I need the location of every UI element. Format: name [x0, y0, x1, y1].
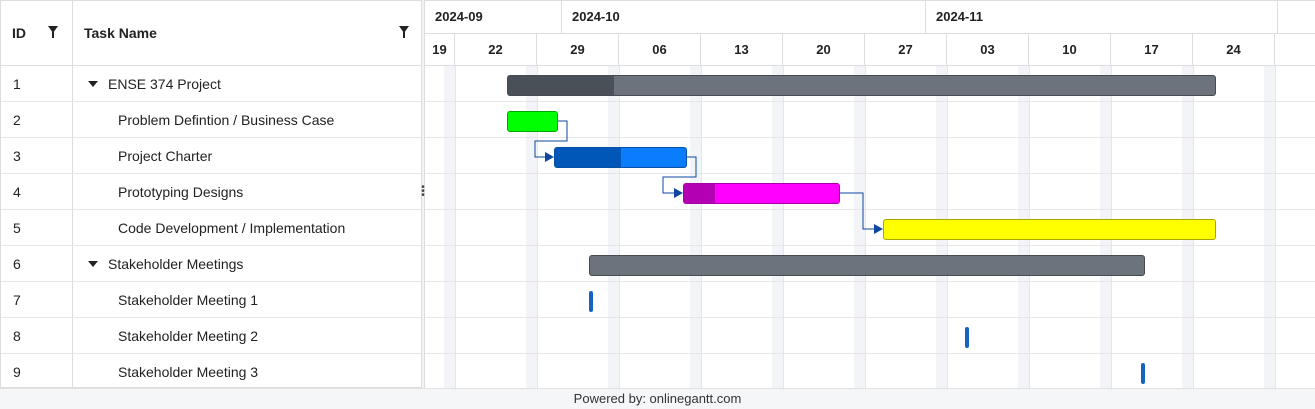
- collapse-caret-icon[interactable]: [88, 261, 98, 267]
- task-bar-code-development[interactable]: [883, 219, 1216, 240]
- table-row[interactable]: 5 Code Development / Implementation: [1, 210, 423, 246]
- row-id: 2: [13, 112, 21, 128]
- table-row[interactable]: 6 Stakeholder Meetings: [1, 246, 423, 282]
- drag-handle-icon[interactable]: • • •: [421, 182, 425, 201]
- collapse-caret-icon[interactable]: [88, 81, 98, 87]
- table-row[interactable]: 2 Problem Defintion / Business Case: [1, 102, 423, 138]
- day-header: 03: [947, 33, 1029, 66]
- row-id: 6: [13, 256, 21, 272]
- day-header: 27: [865, 33, 947, 66]
- column-header-task-name[interactable]: Task Name: [84, 25, 157, 41]
- dependency-line: [662, 156, 697, 194]
- task-bar-prototyping-designs[interactable]: [683, 183, 840, 204]
- table-row[interactable]: 4 Prototyping Designs: [1, 174, 423, 210]
- day-header: 13: [701, 33, 783, 66]
- weekend-shade: [690, 66, 702, 388]
- column-divider: [72, 1, 73, 389]
- task-bar-stakeholder-meetings[interactable]: [589, 255, 1145, 276]
- footer: Powered by: onlinegantt.com: [0, 388, 1315, 409]
- month-header: 2024-10: [562, 1, 926, 33]
- day-header: 29: [537, 33, 619, 66]
- header-divider: [425, 65, 1315, 66]
- panel-splitter[interactable]: [421, 0, 425, 388]
- weekend-shade: [772, 66, 784, 388]
- milestone-stakeholder-meeting-3[interactable]: [1141, 363, 1145, 384]
- row-id: 8: [13, 328, 21, 344]
- milestone-stakeholder-meeting-2[interactable]: [965, 327, 969, 348]
- row-line: [425, 317, 1315, 318]
- row-task-name: Stakeholder Meeting 1: [118, 292, 259, 308]
- day-header: 24: [1193, 33, 1275, 66]
- month-header: 2024-11: [926, 1, 1278, 33]
- column-header-id[interactable]: ID: [12, 25, 26, 41]
- arrowhead-icon: [674, 188, 683, 198]
- weekend-shade: [854, 66, 866, 388]
- milestone-stakeholder-meeting-1[interactable]: [589, 291, 593, 312]
- header-divider: [425, 33, 1315, 34]
- task-bar-ense-374-project[interactable]: [507, 75, 1216, 96]
- row-id: 5: [13, 220, 21, 236]
- arrowhead-icon: [874, 224, 883, 234]
- row-task-name: Stakeholder Meetings: [108, 256, 244, 272]
- month-header: 2024-09: [425, 1, 562, 33]
- row-id: 3: [13, 148, 21, 164]
- row-id: 9: [13, 364, 21, 380]
- bar-progress: [555, 148, 621, 167]
- task-bar-problem-definition[interactable]: [507, 111, 558, 132]
- table-row[interactable]: 8 Stakeholder Meeting 2: [1, 318, 423, 354]
- table-row[interactable]: 9 Stakeholder Meeting 3: [1, 354, 423, 390]
- table-row[interactable]: 7 Stakeholder Meeting 1: [1, 282, 423, 318]
- grid-line: [701, 66, 702, 388]
- task-grid: ID Task Name 1 ENSE 374 Project 2 Proble…: [0, 0, 423, 390]
- row-task-name: Problem Defintion / Business Case: [118, 112, 335, 128]
- task-bar-project-charter[interactable]: [554, 147, 687, 168]
- row-task-name: Stakeholder Meeting 2: [118, 328, 259, 344]
- gantt-chart: 2024-09 2024-10 2024-11 19 22 29 06 13 2…: [425, 0, 1315, 388]
- row-id: 1: [13, 76, 21, 92]
- bar-progress: [684, 184, 715, 203]
- weekend-shade: [1264, 66, 1276, 388]
- day-header: 06: [619, 33, 701, 66]
- row-task-name: Stakeholder Meeting 3: [118, 364, 259, 380]
- task-name-filter-icon[interactable]: [399, 26, 409, 38]
- grid-line: [455, 66, 456, 388]
- row-line: [425, 173, 1315, 174]
- weekend-shade: [608, 66, 620, 388]
- row-id: 7: [13, 292, 21, 308]
- day-header: 19: [425, 33, 455, 66]
- row-task-name: Project Charter: [118, 148, 213, 164]
- weekend-shade: [444, 66, 456, 388]
- day-header: 17: [1111, 33, 1193, 66]
- grid-line: [619, 66, 620, 388]
- row-id: 4: [13, 184, 21, 200]
- dependency-line: [534, 120, 568, 158]
- grid-line: [783, 66, 784, 388]
- dependency-arrows: [534, 120, 883, 234]
- row-task-name: ENSE 374 Project: [108, 76, 221, 92]
- day-header: 22: [455, 33, 537, 66]
- table-row[interactable]: 1 ENSE 374 Project: [1, 66, 423, 102]
- day-header: 20: [783, 33, 865, 66]
- row-line: [425, 245, 1315, 246]
- dependency-line: [840, 192, 874, 230]
- row-line: [425, 137, 1315, 138]
- row-line: [425, 209, 1315, 210]
- day-header: 10: [1029, 33, 1111, 66]
- row-line: [425, 281, 1315, 282]
- footer-credit[interactable]: Powered by: onlinegantt.com: [573, 391, 742, 406]
- bar-progress: [508, 76, 615, 95]
- row-task-name: Code Development / Implementation: [118, 220, 346, 236]
- grid-line: [537, 66, 538, 388]
- table-row[interactable]: 3 Project Charter: [1, 138, 423, 174]
- grid-line: [1275, 66, 1276, 388]
- row-line: [425, 353, 1315, 354]
- arrowhead-icon: [545, 152, 554, 162]
- grid-line: [865, 66, 866, 388]
- grid-header: ID Task Name: [1, 1, 423, 66]
- row-line: [425, 101, 1315, 102]
- row-task-name: Prototyping Designs: [118, 184, 244, 200]
- id-filter-icon[interactable]: [48, 26, 58, 38]
